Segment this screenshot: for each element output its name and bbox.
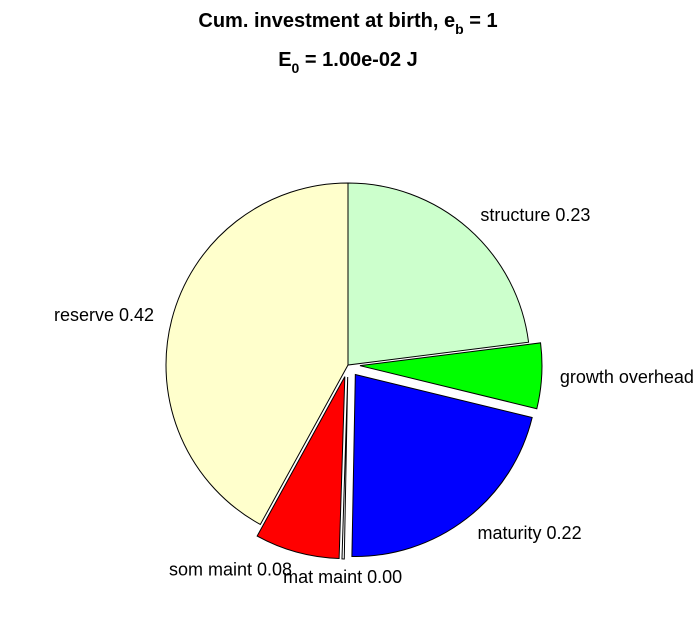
pie-slice-som-maint bbox=[256, 376, 346, 560]
pie-slice-growth bbox=[359, 342, 543, 410]
pie-slice-structure bbox=[347, 182, 530, 366]
chart-title-line-1: Cum. investment at birth, eb = 1 bbox=[198, 10, 497, 37]
pie-label-growth: growth overhead 0.06 bbox=[560, 367, 696, 387]
pie-slices bbox=[165, 182, 543, 560]
pie-label-structure: structure 0.23 bbox=[480, 205, 590, 225]
chart-title-line-2: E0 = 1.00e-02 J bbox=[278, 49, 418, 76]
pie-slice-maturity bbox=[351, 373, 533, 557]
pie-slice-mat-maint bbox=[341, 376, 349, 560]
pie-label-som-maint: som maint 0.08 bbox=[169, 560, 292, 580]
pie-slice-reserve bbox=[165, 182, 349, 526]
pie-labels: structure 0.23 growth overhead 0.06 maturi… bbox=[54, 205, 696, 587]
pie-label-mat-maint: mat maint 0.00 bbox=[283, 567, 402, 587]
pie-label-reserve: reserve 0.42 bbox=[54, 305, 154, 325]
pie-label-maturity: maturity 0.22 bbox=[478, 523, 582, 543]
